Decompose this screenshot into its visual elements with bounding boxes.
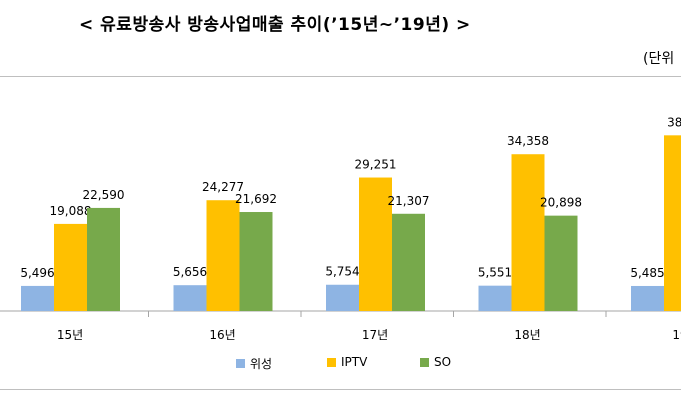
data-label-IPTV-18년: 34,358 — [507, 134, 549, 148]
legend-item-so: SO — [420, 355, 451, 369]
legend-label-위성: 위성 — [250, 357, 273, 371]
legend-swatch-so — [420, 357, 429, 367]
bar-IPTV-17년 — [359, 177, 392, 311]
x-tick-label-16년: 16년 — [209, 328, 235, 342]
legend-label-so: SO — [434, 355, 452, 369]
data-label-SO-16년: 21,692 — [235, 192, 277, 206]
legend-item-위성: 위성 — [236, 355, 272, 372]
bar-IPTV-16년 — [206, 200, 240, 311]
data-label-위성-16년: 5,656 — [173, 265, 207, 279]
data-label-SO-18년: 20,898 — [540, 196, 582, 210]
x-tick-label-15년: 15년 — [57, 328, 83, 342]
x-tick-label-18년: 18년 — [514, 328, 540, 342]
data-label-위성-17년: 5,754 — [325, 265, 359, 279]
bar-위성-19년 — [631, 285, 664, 311]
legend-label-iptv: IPTV — [341, 355, 368, 369]
data-label-IPTV-15년: 19,088 — [50, 204, 92, 218]
bar-SO-15년 — [87, 207, 120, 311]
data-label-IPTV-19년: 38,5 — [667, 115, 681, 129]
unit-note: (단위 — [643, 51, 675, 67]
x-tick-label-17년: 17년 — [362, 328, 388, 342]
legend-item-iptv: IPTV — [327, 355, 367, 369]
bar-위성-16년 — [173, 285, 207, 311]
data-label-IPTV-17년: 29,251 — [355, 158, 397, 172]
data-label-위성-15년: 5,496 — [20, 266, 54, 280]
chart-legend: 위성 IPTV SO — [0, 355, 681, 373]
data-label-IPTV-16년: 24,277 — [202, 180, 244, 194]
data-label-SO-17년: 21,307 — [388, 194, 430, 208]
bar-IPTV-19년 — [664, 135, 681, 311]
bar-위성-18년 — [478, 285, 512, 311]
data-label-SO-15년: 22,590 — [83, 188, 125, 202]
bar-IPTV-18년 — [511, 154, 545, 311]
x-tick-label-19년: 19 — [672, 328, 681, 342]
bar-위성-17년 — [326, 284, 359, 311]
page-title: < 유료방송사 방송사업매출 추이(’15년~’19년) > — [79, 15, 471, 35]
bar-SO-17년 — [392, 213, 425, 311]
bar-SO-18년 — [544, 215, 578, 311]
bar-IPTV-15년 — [54, 223, 87, 311]
bar-SO-16년 — [239, 212, 273, 311]
data-label-위성-19년: 5,485 — [630, 266, 664, 280]
chart-area — [0, 76, 681, 390]
data-label-위성-18년: 5,551 — [478, 266, 512, 280]
bar-위성-15년 — [21, 285, 54, 311]
legend-swatch-위성 — [236, 359, 245, 368]
legend-swatch-iptv — [327, 357, 336, 367]
